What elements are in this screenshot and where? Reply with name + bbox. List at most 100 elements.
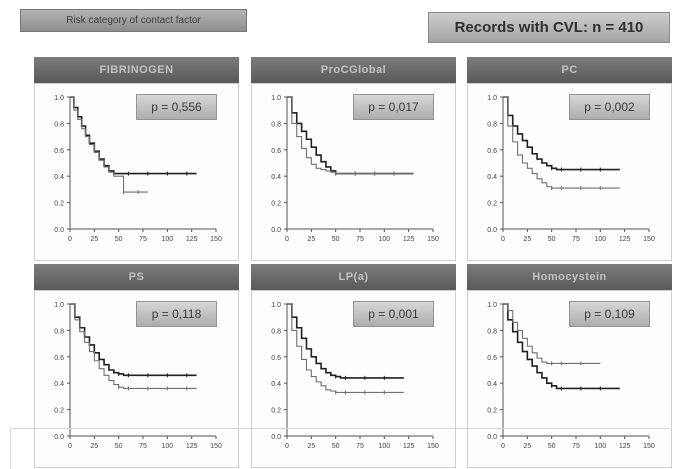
panel-lpa: LP(a) 0.0 0.2 0.4 0.6 0.8 1.0 0 25 50 75 100 125 150… [251, 264, 456, 469]
km-curve-a [287, 303, 404, 379]
panel-fibrinogen: FIBRINOGEN 0.0 0.2 0.4 0.6 0.8 1.0 0 25 50 75 100 1… [34, 57, 239, 262]
x-tick-label: 150 [427, 443, 439, 450]
x-tick-label: 100 [378, 236, 390, 243]
x-tick-label: 50 [115, 236, 123, 243]
x-tick-label: 0 [501, 236, 505, 243]
panel-title: FIBRINOGEN [34, 57, 239, 83]
y-tick-label: 0.0 [54, 434, 64, 441]
x-tick-label: 25 [90, 443, 98, 450]
x-tick-label: 125 [186, 443, 198, 450]
y-tick-label: 0.4 [487, 174, 497, 181]
km-curve-b [503, 303, 601, 364]
x-tick-label: 125 [403, 443, 415, 450]
x-tick-label: 125 [619, 443, 631, 450]
y-tick-label: 0.2 [487, 408, 497, 415]
x-tick-label: 100 [594, 443, 606, 450]
p-value-box: p = 0,017 [353, 94, 434, 120]
km-curve-b [287, 303, 404, 393]
x-tick-label: 150 [210, 236, 222, 243]
y-tick-label: 0.2 [271, 408, 281, 415]
x-tick-label: 100 [161, 443, 173, 450]
y-tick-label: 1.0 [487, 302, 497, 309]
y-tick-label: 0.8 [271, 121, 281, 128]
x-tick-label: 150 [210, 443, 222, 450]
y-tick-label: 0.8 [54, 328, 64, 335]
x-tick-label: 25 [523, 236, 531, 243]
x-tick-label: 75 [572, 443, 580, 450]
x-tick-label: 25 [307, 236, 315, 243]
panel-title: PS [34, 264, 239, 290]
p-value-box: p = 0,001 [353, 301, 434, 327]
x-tick-label: 125 [619, 236, 631, 243]
y-tick-label: 0.4 [487, 381, 497, 388]
y-tick-label: 0.8 [487, 121, 497, 128]
panel-ps: PS 0.0 0.2 0.4 0.6 0.8 1.0 0 25 50 75 100 125 150 p … [34, 264, 239, 469]
km-curve-a [503, 96, 620, 171]
km-curve-b [503, 96, 620, 189]
panel-title: LP(a) [251, 264, 456, 290]
panel-pc: PC 0.0 0.2 0.4 0.6 0.8 1.0 0 25 50 75 100 125 150 p … [467, 57, 672, 262]
panel-title: ProCGlobal [251, 57, 456, 83]
y-tick-label: 1.0 [54, 95, 64, 102]
panel-title: Homocystein [467, 264, 672, 290]
x-tick-label: 0 [285, 236, 289, 243]
frame-line-left [10, 428, 11, 469]
records-text: Records with CVL: n = 410 [454, 19, 644, 36]
x-tick-label: 0 [68, 443, 72, 450]
x-tick-label: 25 [523, 443, 531, 450]
x-tick-label: 25 [307, 443, 315, 450]
y-tick-label: 0.2 [487, 201, 497, 208]
x-tick-label: 75 [139, 443, 147, 450]
y-tick-label: 0.4 [54, 174, 64, 181]
panel-procglobal: ProCGlobal 0.0 0.2 0.4 0.6 0.8 1.0 0 25 50 75 100 1… [251, 57, 456, 262]
x-tick-label: 100 [378, 443, 390, 450]
km-plot: 0.0 0.2 0.4 0.6 0.8 1.0 0 25 50 75 100 125 150 [54, 95, 222, 243]
y-tick-label: 0.4 [271, 174, 281, 181]
km-plot: 0.0 0.2 0.4 0.6 0.8 1.0 0 25 50 75 100 125 150 [271, 302, 439, 450]
p-value-box: p = 0,002 [569, 94, 650, 120]
x-tick-label: 75 [356, 443, 364, 450]
x-tick-label: 150 [643, 236, 655, 243]
km-plot: 0.0 0.2 0.4 0.6 0.8 1.0 0 25 50 75 100 125 150 [487, 302, 655, 450]
y-tick-label: 0.2 [54, 408, 64, 415]
y-tick-label: 0.0 [271, 227, 281, 234]
km-plot: 0.0 0.2 0.4 0.6 0.8 1.0 0 25 50 75 100 125 150 [54, 302, 222, 450]
x-tick-label: 50 [548, 236, 556, 243]
y-tick-label: 0.6 [487, 148, 497, 155]
x-tick-label: 75 [139, 236, 147, 243]
y-tick-label: 0.6 [54, 355, 64, 362]
y-tick-label: 0.8 [54, 121, 64, 128]
p-value-box: p = 0,556 [136, 94, 217, 120]
y-tick-label: 0.8 [487, 328, 497, 335]
x-tick-label: 0 [285, 443, 289, 450]
y-tick-label: 0.0 [271, 434, 281, 441]
km-curve-b [287, 96, 414, 175]
subtitle-box: Risk category of contact factor [20, 9, 247, 32]
y-tick-label: 1.0 [54, 302, 64, 309]
x-tick-label: 25 [90, 236, 98, 243]
x-tick-label: 0 [68, 236, 72, 243]
y-tick-label: 0.0 [487, 434, 497, 441]
y-tick-label: 0.0 [487, 227, 497, 234]
km-plot: 0.0 0.2 0.4 0.6 0.8 1.0 0 25 50 75 100 125 150 [487, 95, 655, 243]
x-tick-label: 75 [572, 236, 580, 243]
y-tick-label: 0.6 [54, 148, 64, 155]
records-box: Records with CVL: n = 410 [428, 12, 670, 43]
x-tick-label: 150 [427, 236, 439, 243]
x-tick-label: 75 [356, 236, 364, 243]
x-tick-label: 0 [501, 443, 505, 450]
y-tick-label: 0.2 [54, 201, 64, 208]
km-plot: 0.0 0.2 0.4 0.6 0.8 1.0 0 25 50 75 100 125 150 [271, 95, 439, 243]
km-curve-b [70, 96, 148, 193]
x-tick-label: 50 [115, 443, 123, 450]
y-tick-label: 0.8 [271, 328, 281, 335]
x-tick-label: 50 [332, 443, 340, 450]
panel-homocystein: Homocystein 0.0 0.2 0.4 0.6 0.8 1.0 0 25 50 75 100… [467, 264, 672, 469]
y-tick-label: 0.0 [54, 227, 64, 234]
p-value-box: p = 0,109 [569, 301, 650, 327]
y-tick-label: 0.4 [271, 381, 281, 388]
frame-line-top [10, 428, 670, 429]
y-tick-label: 0.4 [54, 381, 64, 388]
y-tick-label: 1.0 [487, 95, 497, 102]
y-tick-label: 0.6 [271, 355, 281, 362]
